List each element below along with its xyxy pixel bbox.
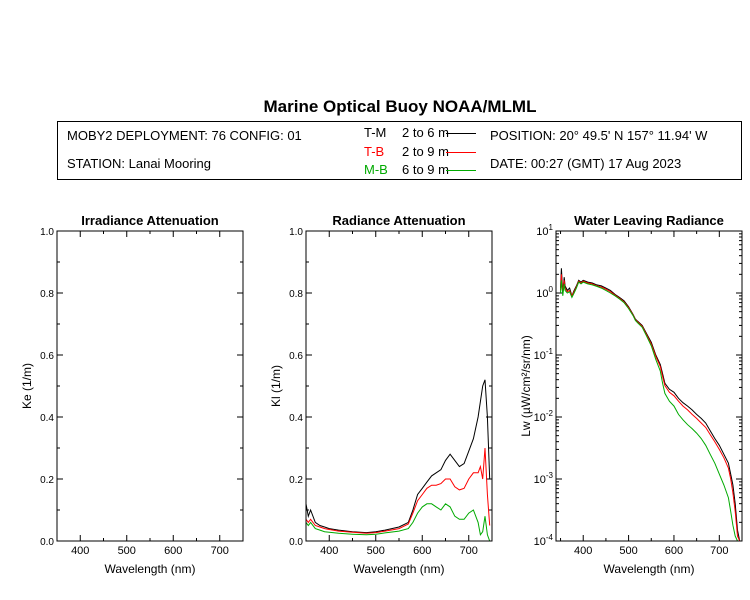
x-tick-label: 400 [71, 545, 89, 557]
y-axis-label: Kl (1/m) [269, 365, 283, 407]
legend-range: 2 to 6 m [402, 125, 449, 140]
chart-title: Water Leaving Radiance [574, 213, 724, 228]
x-axis-label: Wavelength (nm) [105, 562, 196, 576]
x-tick-label: 600 [413, 545, 431, 557]
series-line-t-m [560, 268, 741, 541]
plot-frame [305, 230, 493, 542]
y-tick-label: 0.6 [40, 351, 54, 362]
y-tick-label: 0.4 [40, 413, 54, 424]
y-tick-label: 0.8 [40, 289, 54, 300]
chart-title: Irradiance Attenuation [81, 213, 219, 228]
y-tick-label: 10-1 [534, 347, 554, 362]
series-line-t-b [306, 447, 491, 534]
info-box: MOBY2 DEPLOYMENT: 76 CONFIG: 01 STATION:… [57, 121, 742, 180]
y-tick-label: 0.2 [40, 475, 54, 486]
y-tick-label: 0.0 [40, 537, 54, 548]
x-tick-label: 500 [118, 545, 136, 557]
y-tick-label: 0.8 [289, 289, 303, 300]
y-tick-label: 100 [536, 285, 553, 300]
x-tick-label: 700 [211, 545, 229, 557]
position-text: POSITION: 20° 49.5' N 157° 11.94' W [490, 128, 708, 143]
legend-key: M-B [364, 162, 388, 177]
x-tick-label: 400 [320, 545, 338, 557]
x-tick-label: 600 [164, 545, 182, 557]
y-tick-label: 0.0 [289, 537, 303, 548]
series-line-m-b [306, 503, 491, 541]
x-tick-label: 500 [367, 545, 385, 557]
deployment-text: MOBY2 DEPLOYMENT: 76 CONFIG: 01 [67, 128, 302, 143]
x-axis-label: Wavelength (nm) [354, 562, 445, 576]
legend-range: 6 to 9 m [402, 162, 449, 177]
legend-item-tm: T-M 2 to 6 m [364, 125, 449, 140]
legend-item-tb: T-B 2 to 9 m [364, 144, 449, 159]
x-axis-label: Wavelength (nm) [604, 562, 695, 576]
legend-range: 2 to 9 m [402, 144, 449, 159]
chart-title: Radiance Attenuation [332, 213, 465, 228]
legend-item-mb: M-B 6 to 9 m [364, 162, 449, 177]
y-tick-label: 0.2 [289, 475, 303, 486]
series-line-m-b [560, 280, 738, 541]
legend-key: T-B [364, 144, 385, 159]
y-axis-label: Lw (µW/cm²/sr/nm) [519, 335, 533, 437]
station-text: STATION: Lanai Mooring [67, 156, 212, 171]
y-tick-label: 10-4 [534, 533, 554, 548]
x-tick-label: 400 [574, 545, 592, 557]
y-tick-label: 1.0 [289, 227, 303, 238]
y-tick-label: 0.4 [289, 413, 303, 424]
legend-key: T-M [364, 125, 387, 140]
plot-frame [555, 230, 743, 542]
y-tick-label: 10-3 [534, 471, 554, 486]
x-tick-label: 700 [710, 545, 728, 557]
series-line-t-b [560, 274, 741, 541]
y-tick-label: 101 [536, 223, 553, 238]
legend-line-tm [446, 133, 476, 134]
x-tick-label: 600 [665, 545, 683, 557]
x-tick-label: 500 [619, 545, 637, 557]
page-title: Marine Optical Buoy NOAA/MLML [263, 97, 537, 116]
y-tick-label: 0.6 [289, 351, 303, 362]
x-tick-label: 700 [460, 545, 478, 557]
series-line-t-m [306, 379, 491, 534]
plot-frame [56, 230, 244, 542]
legend-line-mb [446, 170, 476, 171]
date-text: DATE: 00:27 (GMT) 17 Aug 2023 [490, 156, 682, 171]
y-axis-label: Ke (1/m) [20, 363, 34, 409]
y-tick-label: 1.0 [40, 227, 54, 238]
legend-line-tb [446, 152, 476, 153]
y-tick-label: 10-2 [534, 409, 554, 424]
